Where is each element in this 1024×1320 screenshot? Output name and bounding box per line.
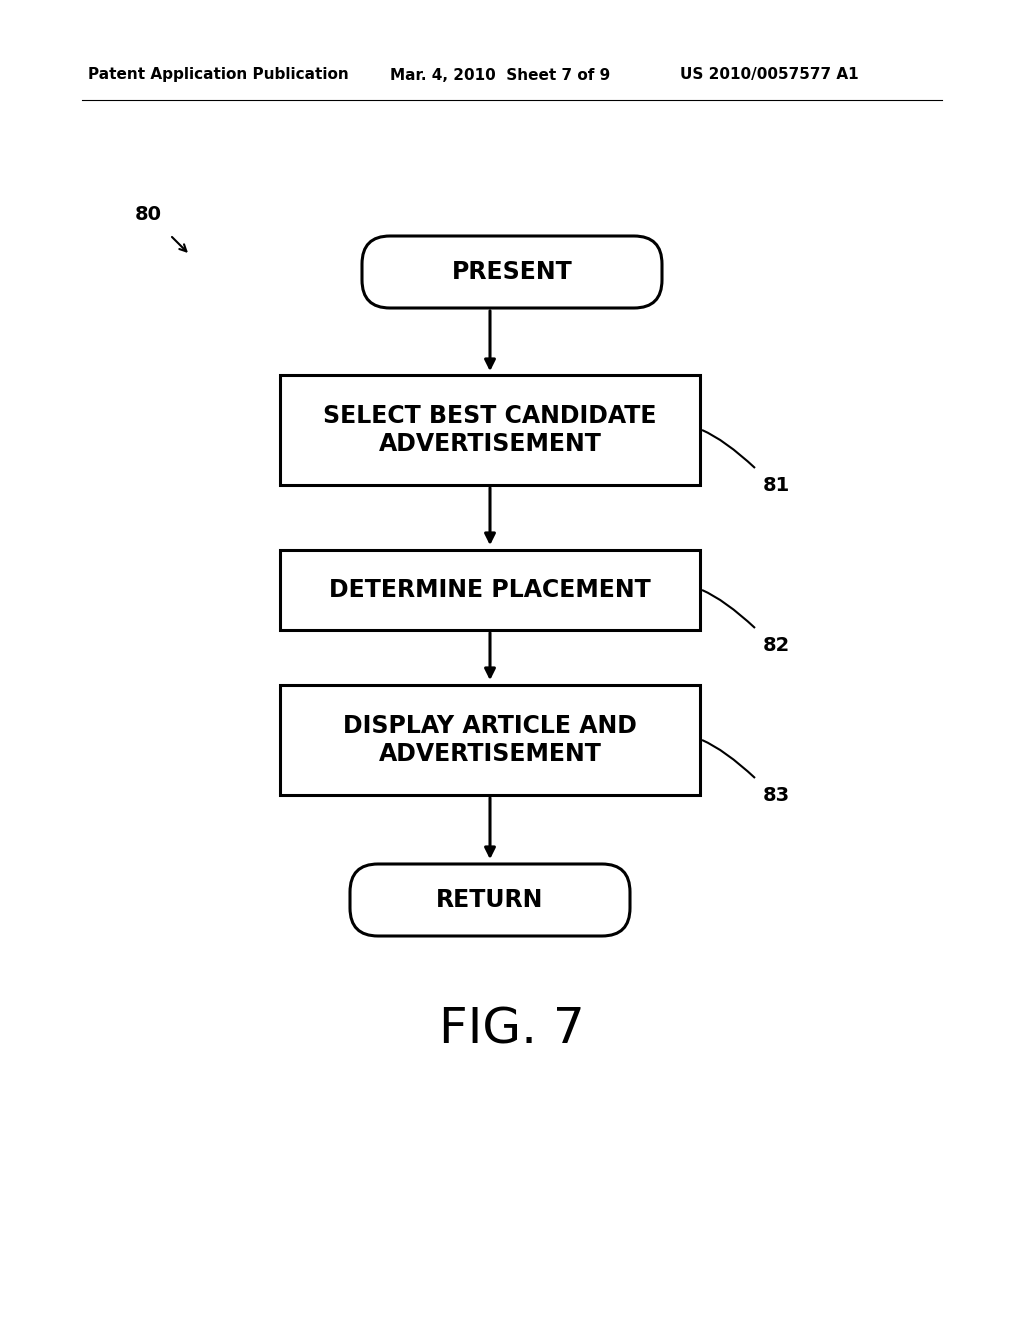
Text: Patent Application Publication: Patent Application Publication	[88, 67, 349, 82]
Bar	[280, 685, 700, 795]
Text: RETURN: RETURN	[436, 888, 544, 912]
Text: Mar. 4, 2010  Sheet 7 of 9: Mar. 4, 2010 Sheet 7 of 9	[390, 67, 610, 82]
Text: SELECT BEST CANDIDATE
ADVERTISEMENT: SELECT BEST CANDIDATE ADVERTISEMENT	[324, 404, 656, 455]
Text: DISPLAY ARTICLE AND
ADVERTISEMENT: DISPLAY ARTICLE AND ADVERTISEMENT	[343, 714, 637, 766]
Bar	[280, 550, 700, 630]
Bar	[280, 375, 700, 484]
Text: US 2010/0057577 A1: US 2010/0057577 A1	[680, 67, 859, 82]
Text: FIG. 7: FIG. 7	[439, 1006, 585, 1053]
Text: 82: 82	[763, 636, 791, 655]
Text: 80: 80	[134, 206, 162, 224]
Text: PRESENT: PRESENT	[452, 260, 572, 284]
Text: DETERMINE PLACEMENT: DETERMINE PLACEMENT	[329, 578, 651, 602]
Text: 83: 83	[763, 785, 791, 805]
FancyBboxPatch shape	[362, 236, 662, 308]
FancyBboxPatch shape	[350, 865, 630, 936]
Text: 81: 81	[763, 477, 791, 495]
